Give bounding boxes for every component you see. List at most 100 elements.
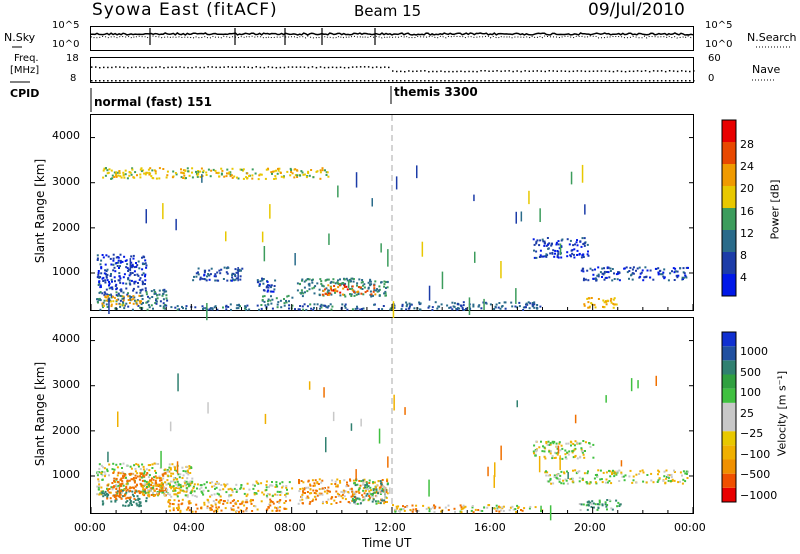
pow-cell — [280, 175, 283, 178]
vel-cell — [106, 468, 109, 471]
pow-cell — [158, 289, 161, 292]
pow-cell — [330, 308, 333, 311]
nave-dot — [456, 80, 458, 82]
vel-cell — [117, 484, 120, 487]
freq-dot — [480, 70, 482, 72]
vel-cell — [564, 453, 567, 456]
vel-cell — [341, 497, 344, 500]
pow-streak — [441, 271, 444, 290]
vel-cell — [202, 489, 205, 492]
vel-cell — [146, 472, 149, 474]
pow-cell — [626, 271, 629, 274]
pow-cell — [150, 304, 153, 307]
power-cbar-swatch — [722, 274, 736, 296]
pow-cell — [386, 280, 389, 283]
pow-streak — [392, 301, 395, 319]
vel-cell — [220, 509, 223, 512]
freq-dot — [512, 70, 514, 73]
vel-cell — [323, 487, 325, 490]
power-cbar-swatch — [722, 186, 736, 208]
vel-cell — [147, 476, 150, 479]
pow-cell — [389, 307, 392, 310]
vel-cell — [532, 450, 535, 453]
velocity-ytick-1000: 1000 — [52, 468, 80, 481]
pow-cell — [480, 307, 483, 310]
vel-cell — [177, 505, 180, 508]
nave-dot — [107, 80, 109, 82]
freq-dot — [448, 70, 450, 73]
pow-cell — [135, 291, 138, 294]
nave-dot — [351, 80, 354, 82]
freq-dot — [392, 70, 394, 72]
pow-cell — [197, 172, 200, 175]
pow-cell — [685, 276, 688, 279]
pow-cell — [549, 252, 552, 255]
pow-cell — [182, 307, 184, 310]
pow-cell — [184, 169, 187, 172]
pow-cell — [276, 172, 279, 175]
vel-cell — [657, 479, 660, 482]
pow-cell — [182, 172, 185, 175]
pow-cell — [375, 289, 378, 292]
vel-cell — [96, 474, 99, 477]
pow-cell — [597, 273, 600, 276]
pow-cell — [527, 301, 530, 304]
pow-cell — [362, 293, 365, 296]
pow-cell — [128, 171, 131, 174]
vel-cell — [159, 479, 161, 482]
vel-cell — [175, 478, 178, 481]
pow-cell — [145, 264, 148, 267]
vel-cell — [112, 462, 115, 465]
vel-cell — [255, 492, 258, 495]
pow-cell — [596, 274, 599, 277]
freq-dot — [239, 66, 241, 68]
vel-cell — [150, 489, 153, 492]
pow-cell — [105, 288, 108, 291]
nave-dot — [464, 80, 466, 82]
pow-cell — [275, 169, 277, 172]
vel-cell — [257, 489, 260, 492]
pow-cell — [99, 286, 102, 289]
freq-dot — [552, 70, 554, 72]
vel-cell — [119, 483, 122, 486]
vel-cell — [187, 500, 190, 503]
pow-cell — [115, 256, 118, 259]
vel-cell — [239, 503, 242, 506]
pow-cell — [341, 282, 344, 285]
vel-cbar-100: 100 — [740, 386, 761, 399]
vel-cell — [143, 479, 146, 482]
pow-cell — [142, 302, 144, 304]
vel-cell — [113, 485, 116, 488]
vel-cell — [368, 490, 371, 493]
pow-cell — [462, 304, 465, 307]
vel-cell — [160, 481, 163, 484]
vel-cell — [108, 491, 111, 494]
pow-cell — [612, 298, 615, 301]
vel-streak — [323, 387, 325, 398]
vel-streak — [117, 411, 119, 428]
vel-cell — [395, 505, 398, 508]
freq-tick-bottom-right: 0 — [708, 73, 715, 84]
vel-cell — [150, 479, 152, 482]
vel-cell — [130, 478, 133, 481]
vel-cell — [557, 473, 560, 476]
vel-cell — [104, 473, 107, 476]
pow-cell — [144, 273, 147, 276]
pow-cell — [154, 291, 157, 294]
vel-cell — [301, 498, 304, 501]
pow-cell — [202, 171, 205, 174]
vel-cell — [283, 502, 286, 504]
vel-cell — [330, 503, 333, 505]
freq-dot — [484, 70, 486, 72]
power-cbar-swatch — [722, 164, 736, 186]
pow-cell — [210, 169, 213, 172]
nave-dot — [111, 80, 113, 82]
pow-cell — [639, 275, 642, 278]
pow-cell — [221, 169, 224, 172]
vel-cell — [565, 479, 568, 482]
pow-cell — [615, 273, 618, 276]
pow-cell — [138, 267, 141, 270]
pow-cell — [264, 177, 267, 180]
vel-cell — [238, 510, 240, 513]
pow-cell — [310, 169, 313, 171]
